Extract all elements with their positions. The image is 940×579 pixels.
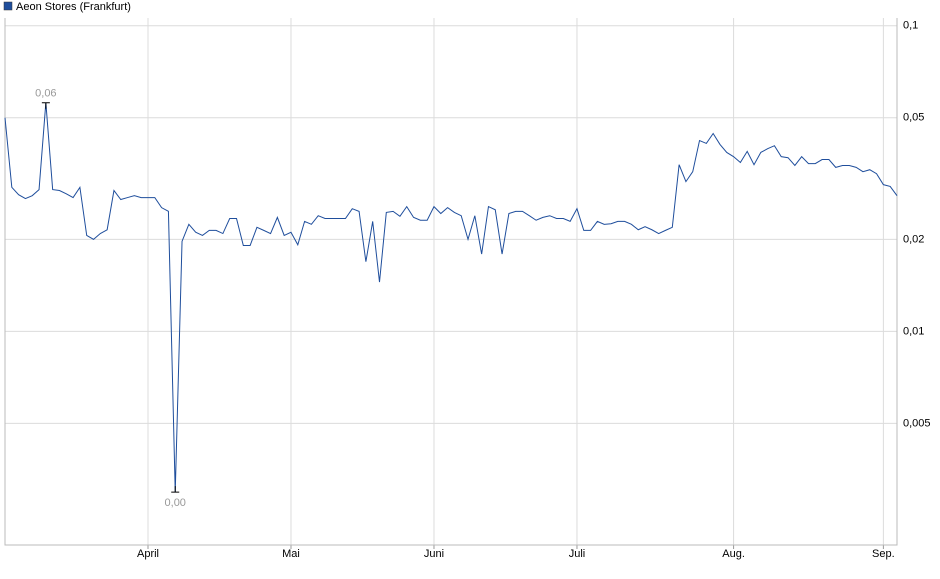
y-tick-label: 0,01 [903,325,924,337]
y-tick-label: 0,02 [903,233,924,245]
y-tick-label: 0,005 [903,417,931,429]
x-tick-label: Mai [282,548,300,560]
value-label: 0,06 [35,88,56,100]
extreme-marker [171,486,180,493]
value-label: 0,00 [165,497,186,509]
legend-swatch [3,1,13,11]
extreme-marker [41,102,50,109]
legend-label: Aeon Stores (Frankfurt) [16,1,131,13]
x-tick-label: Juli [569,548,586,560]
x-tick-label: Aug. [722,548,745,560]
plot-area [5,18,897,545]
x-tick-label: Juni [424,548,444,560]
x-tick-label: April [137,548,159,560]
line [4,102,898,493]
plot-border [4,18,898,546]
y-tick-label: 0,05 [903,112,924,124]
y-tick-label: 0,1 [903,20,918,32]
x-tick-label: Sep. [872,548,895,560]
